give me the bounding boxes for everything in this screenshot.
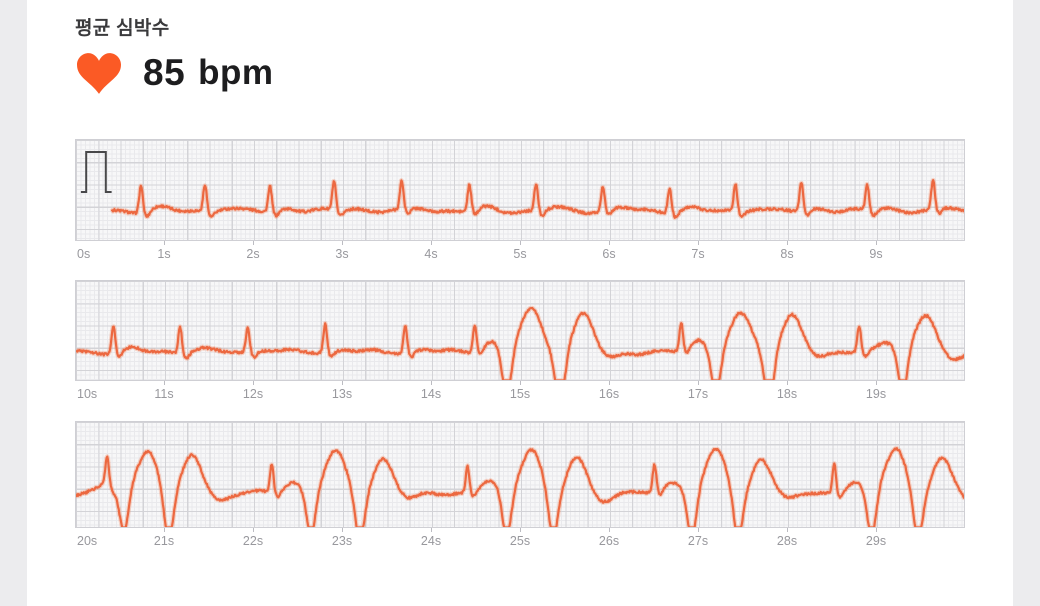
time-label: 17s — [687, 387, 709, 401]
tick-mark — [787, 381, 788, 385]
heart-rate-unit: bpm — [198, 53, 274, 92]
tick-mark — [342, 528, 343, 532]
tick-mark — [164, 241, 165, 245]
tick-mark — [520, 381, 521, 385]
tick-mark — [698, 528, 699, 532]
time-label: 3s — [335, 247, 349, 261]
time-label: 28s — [776, 534, 798, 548]
time-label: 4s — [424, 247, 438, 261]
time-label: 1s — [157, 247, 171, 261]
tick-mark — [698, 381, 699, 385]
content-card: 평균 심박수 85 bpm 0s 1s 2s 3s 4s 5s 6s 7s 8s 9s 10s 11s… — [27, 0, 1013, 606]
time-label: 10s — [77, 387, 98, 401]
section-title: 평균 심박수 — [75, 18, 170, 39]
time-label: 16s — [598, 387, 620, 401]
ecg-time-axis: 20s 21s 22s 23s 24s 25s 26s 27s 28s 29s — [75, 528, 965, 552]
ecg-strip: 20s 21s 22s 23s 24s 25s 26s 27s 28s 29s — [75, 421, 965, 552]
time-label: 12s — [242, 387, 264, 401]
tick-mark — [164, 528, 165, 532]
tick-mark — [520, 241, 521, 245]
tick-mark — [164, 381, 165, 385]
ecg-time-axis: 10s 11s 12s 13s 14s 15s 16s 17s 18s 19s — [75, 381, 965, 405]
time-label: 7s — [691, 247, 705, 261]
time-label: 5s — [513, 247, 527, 261]
time-label: 27s — [687, 534, 709, 548]
time-label: 23s — [331, 534, 353, 548]
tick-mark — [609, 528, 610, 532]
time-label: 18s — [776, 387, 798, 401]
ecg-time-axis: 0s 1s 2s 3s 4s 5s 6s 7s 8s 9s — [75, 241, 965, 265]
tick-mark — [342, 381, 343, 385]
tick-mark — [876, 241, 877, 245]
time-label: 22s — [242, 534, 264, 548]
heart-icon — [77, 52, 121, 94]
time-label: 26s — [598, 534, 620, 548]
ecg-grid-paper — [75, 139, 965, 241]
ecg-strip: 0s 1s 2s 3s 4s 5s 6s 7s 8s 9s — [75, 139, 965, 265]
tick-mark — [876, 381, 877, 385]
time-label: 8s — [780, 247, 794, 261]
tick-mark — [609, 381, 610, 385]
time-label: 2s — [246, 247, 260, 261]
time-label: 20s — [77, 534, 98, 548]
tick-mark — [876, 528, 877, 532]
tick-mark — [520, 528, 521, 532]
ecg-trace — [76, 305, 964, 380]
time-label: 0s — [77, 247, 91, 261]
tick-mark — [431, 241, 432, 245]
tick-mark — [609, 241, 610, 245]
time-label: 24s — [420, 534, 442, 548]
tick-mark — [431, 381, 432, 385]
time-label: 13s — [331, 387, 353, 401]
ecg-trace — [76, 445, 964, 527]
ecg-strip: 10s 11s 12s 13s 14s 15s 16s 17s 18s 19s — [75, 280, 965, 405]
time-label: 14s — [420, 387, 442, 401]
tick-mark — [253, 528, 254, 532]
heart-rate-value: 85 — [143, 52, 186, 93]
time-label: 29s — [865, 534, 887, 548]
time-label: 25s — [509, 534, 531, 548]
time-label: 9s — [869, 247, 883, 261]
ecg-grid-paper — [75, 421, 965, 528]
tick-mark — [698, 241, 699, 245]
ecg-grid-paper — [75, 280, 965, 381]
tick-mark — [787, 528, 788, 532]
tick-mark — [431, 528, 432, 532]
time-label: 19s — [865, 387, 887, 401]
tick-mark — [253, 241, 254, 245]
tick-mark — [787, 241, 788, 245]
heart-rate-summary: 85 bpm — [77, 50, 274, 96]
time-label: 11s — [154, 387, 174, 401]
time-label: 15s — [509, 387, 531, 401]
ecg-trace — [80, 151, 964, 221]
time-label: 6s — [602, 247, 616, 261]
tick-mark — [342, 241, 343, 245]
time-label: 21s — [153, 534, 175, 548]
tick-mark — [253, 381, 254, 385]
